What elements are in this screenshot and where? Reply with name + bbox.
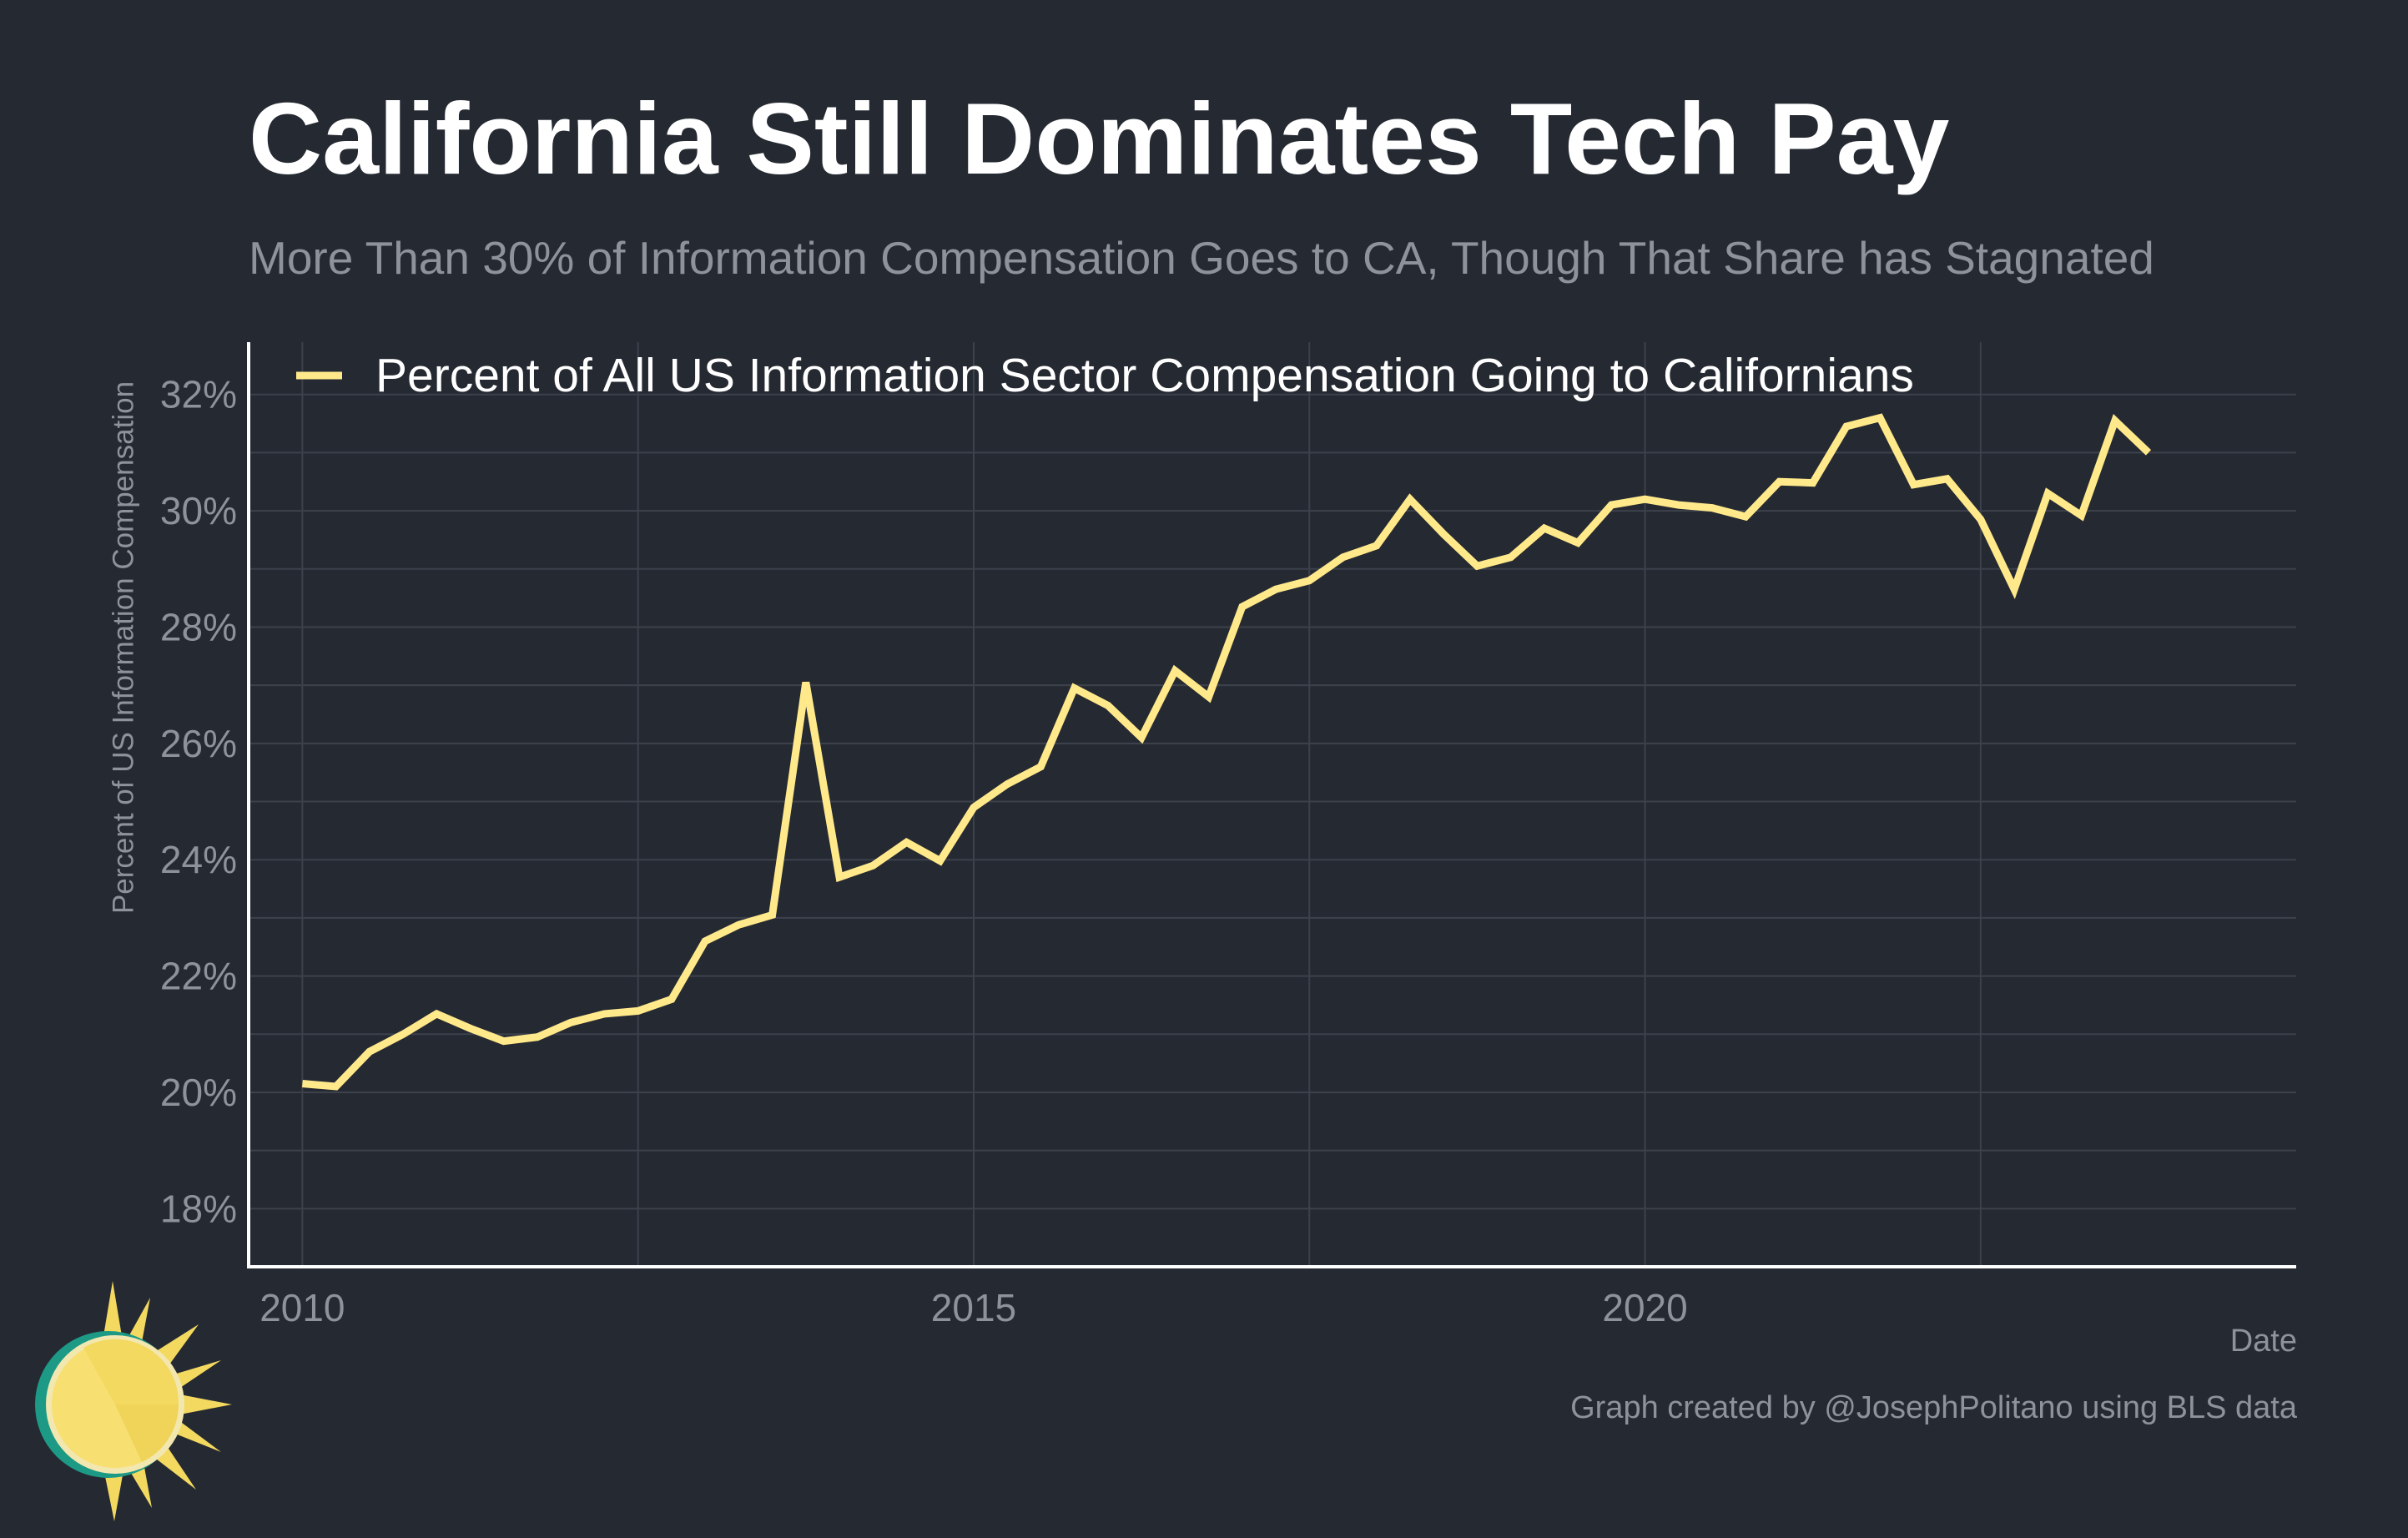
legend: Percent of All US Information Sector Com… bbox=[296, 349, 1914, 402]
y-tick-label: 22% bbox=[160, 955, 237, 998]
chart-subtitle: More Than 30% of Information Compensatio… bbox=[249, 232, 2154, 284]
tick-labels: 18% 20% 22% 24% 26% 28% 30% 32% 2010 2015 2020 bbox=[160, 373, 1688, 1329]
sun-icon bbox=[35, 1281, 232, 1521]
series-layer bbox=[302, 413, 2152, 1091]
grid-lines bbox=[249, 342, 2296, 1268]
y-tick-label: 18% bbox=[160, 1187, 237, 1230]
x-tick-label: 2015 bbox=[931, 1286, 1016, 1329]
x-tick-label: 2010 bbox=[259, 1286, 345, 1329]
legend-label: Percent of All US Information Sector Com… bbox=[375, 349, 1914, 402]
y-tick-label: 32% bbox=[160, 373, 237, 416]
source-credit: Graph created by @JosephPolitano using B… bbox=[1570, 1390, 2297, 1425]
y-tick-label: 26% bbox=[160, 722, 237, 765]
axes bbox=[247, 342, 2296, 1268]
y-tick-label: 24% bbox=[160, 838, 237, 881]
y-tick-label: 30% bbox=[160, 489, 237, 532]
y-tick-label: 20% bbox=[160, 1071, 237, 1114]
x-tick-label: 2020 bbox=[1602, 1286, 1687, 1329]
x-axis-label: Date bbox=[2229, 1324, 2297, 1359]
y-tick-label: 28% bbox=[160, 605, 237, 648]
series-line bbox=[302, 413, 2152, 1091]
chart-title: California Still Dominates Tech Pay bbox=[249, 82, 1950, 195]
